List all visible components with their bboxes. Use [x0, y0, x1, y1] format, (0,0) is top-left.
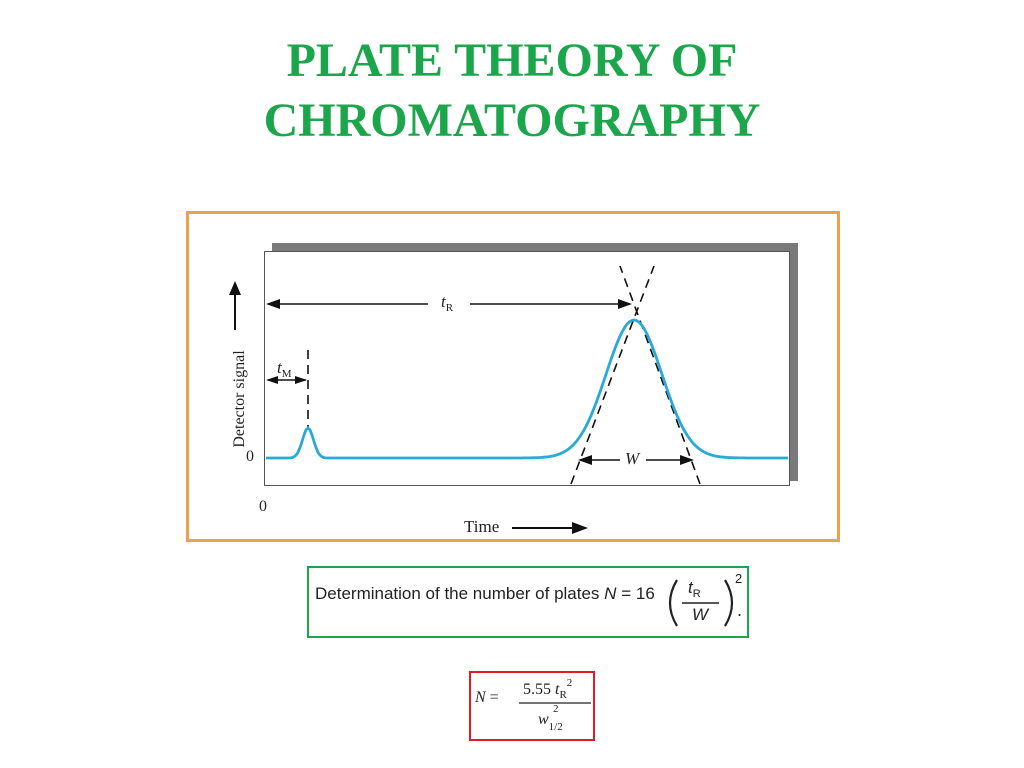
fraction-numerator: tR — [688, 578, 701, 600]
plate-number-formula: Determination of the number of plates N … — [315, 584, 655, 603]
w-arrowhead-right — [680, 455, 694, 465]
x-axis-arrowhead — [572, 522, 588, 534]
formula-coefficient: 16 — [635, 584, 655, 603]
formula-n: N — [604, 584, 617, 603]
left-paren — [668, 579, 678, 627]
tangent-right — [619, 265, 701, 485]
half-width-formula-box: N = 5.55 tR2 w1/2 2 — [469, 671, 595, 741]
tr-arrowhead-left — [266, 299, 280, 309]
y-zero-label: 0 — [246, 448, 254, 465]
fraction-denominator: W — [692, 605, 709, 624]
x-zero-label: 0 — [259, 498, 267, 515]
formula2-fraction-bar — [519, 702, 591, 704]
chromatogram-trace — [266, 318, 788, 460]
title-line-1: PLATE THEORY OF — [286, 34, 738, 87]
tm-arrowhead-right — [295, 376, 307, 384]
y-axis-arrowhead — [229, 281, 241, 295]
right-paren — [724, 579, 734, 627]
exponent: 2 — [735, 571, 743, 586]
diagram-frame — [186, 211, 840, 542]
tr-arrowhead-right — [618, 299, 632, 309]
w-arrowhead-left — [578, 455, 592, 465]
formula2-n: N = — [475, 689, 499, 706]
plot-area — [264, 251, 790, 486]
tr-label: tR — [441, 292, 454, 314]
formula2-denominator-exponent: 2 — [553, 703, 559, 715]
tangent-left — [570, 265, 655, 485]
plate-number-formula-box: Determination of the number of plates N … — [307, 566, 749, 638]
formula2-denominator: w1/2 — [538, 711, 563, 733]
formula-description: Determination of the number of plates — [315, 584, 600, 603]
formula2-numerator: 5.55 tR2 — [523, 677, 573, 701]
formula-period: . — [737, 600, 743, 620]
w-label: W — [625, 449, 640, 468]
title-line-2: CHROMATOGRAPHY — [263, 94, 761, 147]
y-axis-label: Detector signal — [231, 350, 248, 448]
tm-label: tM — [277, 358, 292, 380]
tm-arrowhead-left — [266, 376, 278, 384]
x-axis-label: Time — [464, 517, 500, 536]
formula-fraction-parens — [668, 579, 734, 627]
